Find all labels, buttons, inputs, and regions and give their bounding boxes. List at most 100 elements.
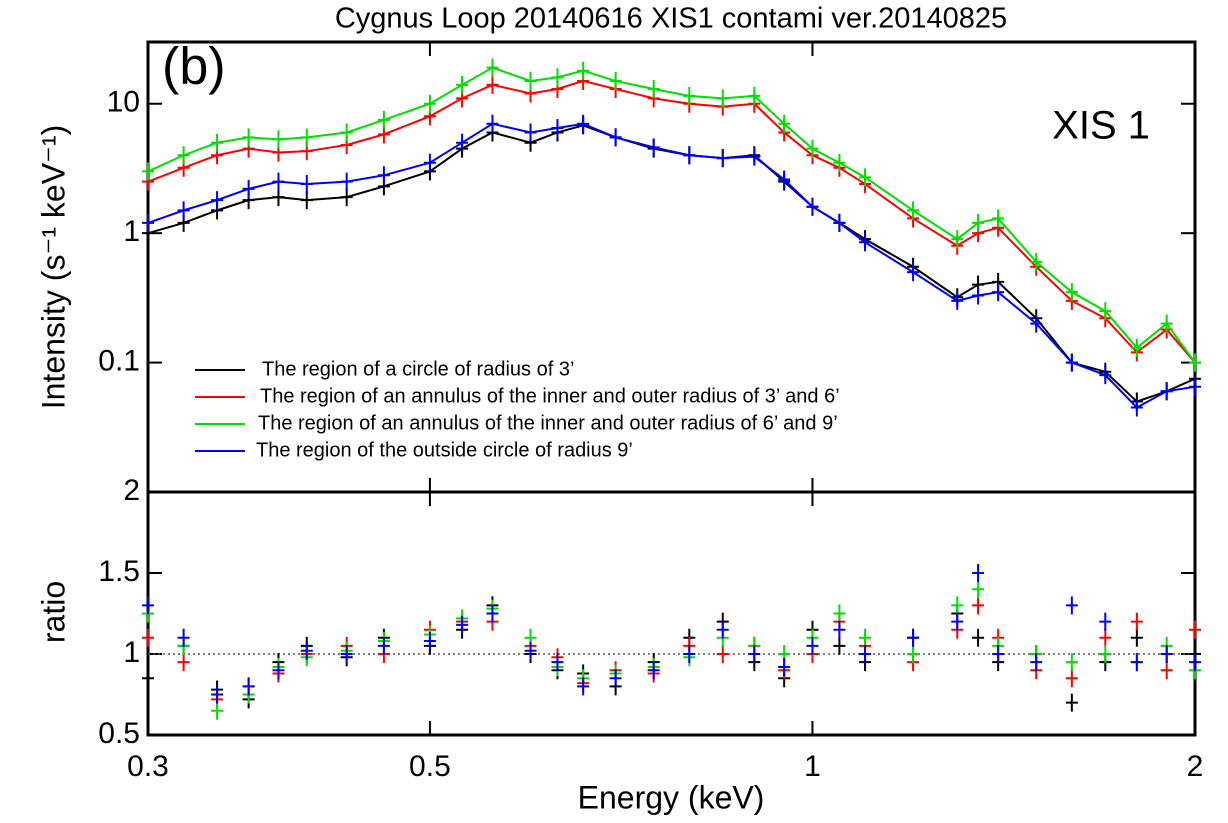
- data-point: [211, 133, 224, 152]
- data-point: [1160, 661, 1173, 680]
- y-tick-label: 1: [123, 636, 140, 669]
- data-point: [272, 661, 285, 680]
- detector-label: XIS 1: [1052, 104, 1150, 148]
- panel-label: (b): [162, 38, 226, 96]
- data-point: [1099, 612, 1112, 631]
- data-point: [647, 138, 660, 157]
- data-point: [647, 80, 660, 99]
- data-point: [242, 677, 255, 696]
- data-point: [716, 89, 729, 108]
- x-tick-label: 0.5: [409, 750, 451, 783]
- data-point: [1130, 612, 1143, 631]
- data-point: [683, 645, 696, 663]
- data-point: [177, 201, 190, 220]
- data-point: [1130, 628, 1143, 647]
- x-axis-label: Energy (keV): [578, 779, 765, 815]
- data-point: [992, 283, 1005, 302]
- y-tick-label: 1.5: [98, 555, 140, 588]
- data-point: [340, 123, 353, 142]
- data-point: [647, 661, 660, 680]
- data-point: [716, 149, 729, 168]
- data-point: [551, 118, 564, 137]
- data-point: [992, 209, 1005, 228]
- data-point: [972, 628, 985, 647]
- data-point: [486, 58, 499, 77]
- data-point: [1065, 596, 1078, 615]
- legend-label: The region of an annulus of the inner an…: [258, 412, 838, 434]
- data-point: [456, 75, 469, 94]
- data-point: [1160, 314, 1173, 333]
- data-point: [1065, 669, 1078, 688]
- legend-label: The region of an annulus of the inner an…: [260, 385, 840, 407]
- data-point: [609, 669, 622, 688]
- data-point: [683, 146, 696, 165]
- data-point: [1160, 382, 1173, 401]
- data-point: [340, 188, 353, 207]
- data-point: [211, 701, 224, 720]
- data-point: [177, 146, 190, 165]
- data-point: [1099, 628, 1112, 647]
- data-point: [340, 645, 353, 663]
- data-point: [833, 604, 846, 623]
- data-point: [300, 128, 313, 147]
- data-point: [272, 130, 285, 149]
- data-point: [142, 162, 154, 181]
- legend-label: The region of the outside circle of radi…: [256, 439, 633, 461]
- data-point: [211, 191, 224, 210]
- data-point: [951, 291, 964, 310]
- x-tick-label: 2: [1187, 750, 1204, 783]
- y-tick-label: 0.5: [98, 717, 140, 750]
- y-tick-label: 1: [123, 215, 140, 248]
- data-point: [1130, 653, 1143, 672]
- data-point: [577, 61, 590, 80]
- y-axis-label: ratio: [35, 581, 71, 643]
- data-point: [142, 669, 154, 688]
- data-point: [1099, 366, 1112, 385]
- data-point: [972, 286, 985, 305]
- data-point: [833, 620, 846, 639]
- data-point: [377, 636, 390, 655]
- data-point: [859, 628, 872, 647]
- data-point: [142, 628, 154, 647]
- data-point: [423, 632, 436, 651]
- data-point: [806, 197, 819, 216]
- data-point: [1189, 377, 1201, 396]
- data-point: [577, 677, 590, 696]
- data-point: [524, 123, 537, 142]
- data-point: [859, 233, 872, 252]
- data-point: [833, 213, 846, 232]
- y-tick-label: 2: [123, 474, 140, 507]
- data-point: [951, 596, 964, 615]
- data-point: [833, 636, 846, 655]
- data-point: [423, 153, 436, 172]
- data-point: [748, 645, 761, 663]
- data-point: [1030, 653, 1043, 672]
- data-point: [778, 170, 791, 189]
- data-point: [377, 166, 390, 185]
- data-point: [683, 86, 696, 105]
- data-point: [972, 213, 985, 232]
- data-point: [992, 645, 1005, 663]
- data-point: [972, 580, 985, 599]
- legend-label: The region of a circle of radius of 3’: [262, 358, 574, 380]
- data-point: [177, 653, 190, 672]
- data-point: [300, 641, 313, 660]
- data-point: [486, 75, 499, 94]
- data-point: [778, 657, 791, 676]
- plot-frame: [146, 490, 1197, 737]
- data-point: [300, 174, 313, 193]
- data-point: [1065, 693, 1078, 712]
- data-point: [1099, 645, 1112, 663]
- data-point: [1065, 653, 1078, 672]
- data-point: [423, 94, 436, 113]
- data-point: [951, 612, 964, 631]
- data-point: [748, 86, 761, 105]
- data-point: [1065, 283, 1078, 302]
- data-point: [211, 685, 224, 704]
- data-point: [609, 71, 622, 90]
- data-point: [806, 636, 819, 655]
- data-point: [1130, 398, 1143, 417]
- data-point: [272, 188, 285, 207]
- data-point: [551, 68, 564, 87]
